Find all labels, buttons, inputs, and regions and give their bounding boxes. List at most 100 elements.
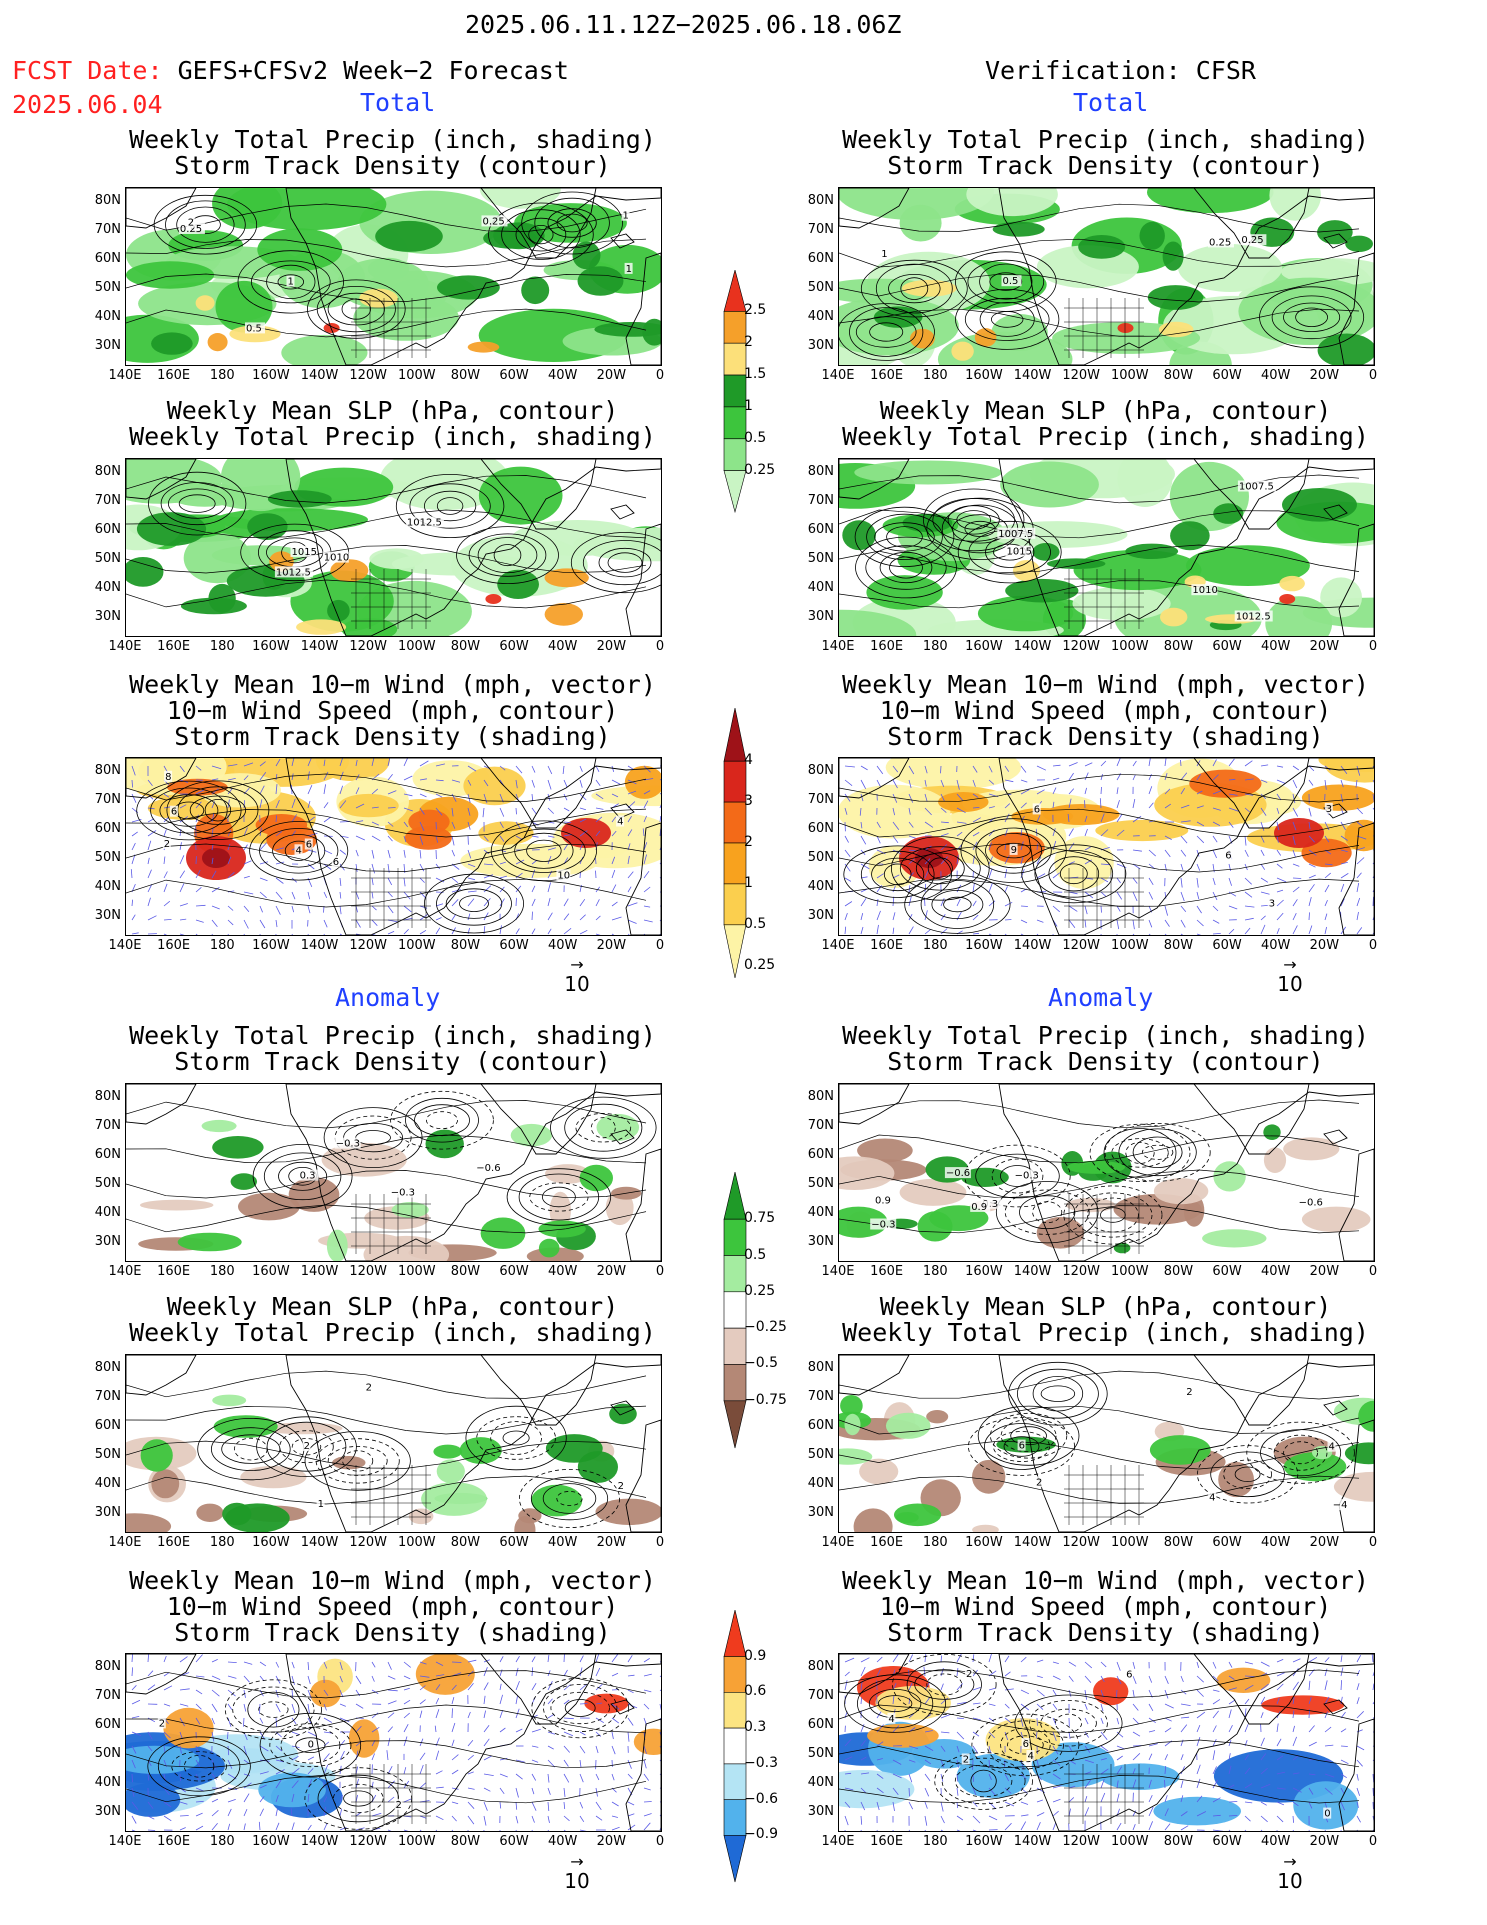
storm_total-colorbar-label: 4 xyxy=(744,752,753,769)
contour-label: −0.6 xyxy=(476,1163,500,1174)
lat-tick-label: 80N xyxy=(94,1659,121,1674)
lon-tick-label: 60W xyxy=(499,1834,529,1849)
obs-wind-total-map: 9 3 6 6 3 xyxy=(838,757,1375,936)
contour-label: 4 xyxy=(888,1714,894,1725)
contour-label: 4 xyxy=(1209,1492,1215,1503)
lon-tick-label: 160E xyxy=(870,368,904,383)
vector-reference-value: 10 xyxy=(1277,1869,1303,1893)
lon-tick-label: 0 xyxy=(1368,938,1378,953)
lon-tick-label: 180 xyxy=(209,938,235,953)
lon-tick-label: 80W xyxy=(1163,1535,1194,1550)
lon-tick-label: 0 xyxy=(655,639,665,654)
obs-wind-total-title: Weekly Mean 10−m Wind (mph, vector) 10−m … xyxy=(778,672,1433,750)
lon-tick-label: 0 xyxy=(655,1264,665,1279)
lon-tick-label: 20W xyxy=(596,1834,627,1849)
contour-label: 4 xyxy=(296,845,302,856)
colorbar-swatch xyxy=(723,470,747,514)
storm_anom-colorbar-label: 0.6 xyxy=(744,1683,767,1700)
lon-tick-label: 20W xyxy=(1309,1535,1340,1550)
lon-tick-label: 120W xyxy=(1062,1535,1100,1550)
lon-tick-label: 120W xyxy=(349,1264,387,1279)
lat-tick-label: 40N xyxy=(807,580,834,595)
obs-slp-total-title-line: Weekly Total Precip (inch, shading) xyxy=(842,422,1369,451)
lat-tick-label: 50N xyxy=(807,1746,834,1761)
lon-tick-label: 140E xyxy=(108,1535,142,1550)
contour-label: 1015 xyxy=(1007,547,1032,558)
obs-slp-anom-title: Weekly Mean SLP (hPa, contour) Weekly Tot… xyxy=(778,1294,1433,1346)
obs-slp-total-map: 1015 1007.5 1010 1007.5 1012.5 xyxy=(838,458,1375,637)
lon-tick-label: 40W xyxy=(548,1535,578,1550)
lon-tick-label: 80W xyxy=(1163,368,1194,383)
section-anomaly-left: Anomaly xyxy=(335,983,441,1012)
lon-tick-label: 140W xyxy=(1013,639,1052,654)
fcst-precip-anom-field: 0.3 −0.3 −0.6 −0.3 xyxy=(126,1084,661,1261)
lon-tick-label: 80W xyxy=(1163,938,1194,953)
contour-label: 6 xyxy=(1126,1670,1132,1681)
lon-tick-label: 120W xyxy=(1062,1834,1100,1849)
lon-tick-label: 140W xyxy=(1013,1535,1052,1550)
fcst-wind-total-title-line: Weekly Mean 10−m Wind (mph, vector) xyxy=(129,670,656,699)
fcst-date: 2025.06.04 xyxy=(12,90,163,119)
contour-label: 1 xyxy=(623,211,629,222)
lon-tick-label: 20W xyxy=(1309,1264,1340,1279)
contour-label: 1007.5 xyxy=(998,529,1033,540)
colorbar-swatch xyxy=(723,311,747,344)
lat-tick-label: 80N xyxy=(94,1089,121,1104)
obs-precip-anom-title: Weekly Total Precip (inch, shading) Storm… xyxy=(778,1023,1433,1075)
lat-tick-label: 70N xyxy=(94,1389,121,1404)
storm_anom-colorbar xyxy=(723,1610,747,1883)
lat-tick-label: 30N xyxy=(807,1804,834,1819)
lat-tick-label: 40N xyxy=(807,1775,834,1790)
lat-tick-label: 50N xyxy=(94,1746,121,1761)
lon-tick-label: 140E xyxy=(821,1535,855,1550)
lon-tick-label: 80W xyxy=(1163,1264,1194,1279)
lon-tick-label: 180 xyxy=(209,368,235,383)
vector-reference: → 10 xyxy=(1270,1854,1310,1894)
contour-label: 0.25 xyxy=(180,224,202,235)
colorbar-swatch xyxy=(723,1172,747,1220)
contour-label: 2 xyxy=(1036,1477,1042,1488)
lon-tick-label: 100W xyxy=(1110,368,1149,383)
lon-tick-label: 120W xyxy=(1062,938,1100,953)
lon-tick-label: 120W xyxy=(1062,1264,1100,1279)
lon-tick-label: 140E xyxy=(108,1264,142,1279)
fcst-precip-total-title-line: Storm Track Density (contour) xyxy=(174,151,611,180)
lat-tick-label: 50N xyxy=(94,551,121,566)
contour-label: 2 xyxy=(396,1800,402,1811)
fcst-precip-total-field: 1 0.5 0.25 0.25 1 2 1 xyxy=(126,188,661,365)
contour-label: 1 xyxy=(318,1499,324,1510)
lat-tick-label: 40N xyxy=(94,879,121,894)
contour-label: 3 xyxy=(1326,804,1332,815)
lat-tick-label: 60N xyxy=(807,1147,834,1162)
storm_total-colorbar xyxy=(723,708,747,979)
storm_total-colorbar-label: 0.25 xyxy=(744,956,776,973)
lon-tick-label: 140W xyxy=(1013,1264,1052,1279)
lat-tick-label: 30N xyxy=(807,1505,834,1520)
lon-tick-label: 180 xyxy=(922,639,948,654)
lon-tick-label: 160E xyxy=(157,1264,191,1279)
colorbar-swatch xyxy=(723,1610,747,1657)
contour-label: 0.5 xyxy=(246,323,262,334)
lat-tick-label: 30N xyxy=(94,338,121,353)
lon-tick-label: 160W xyxy=(252,1535,290,1550)
contour-label: 0.9 xyxy=(875,1196,891,1207)
lon-tick-label: 160E xyxy=(157,1834,191,1849)
precip_total-colorbar-label: 1.5 xyxy=(744,366,767,383)
lon-tick-label: 160E xyxy=(157,639,191,654)
lat-tick-label: 50N xyxy=(94,1176,121,1191)
contour-label: −0.3 xyxy=(391,1188,415,1199)
lon-tick-label: 160E xyxy=(870,938,904,953)
obs-slp-total-title-line: Weekly Mean SLP (hPa, contour) xyxy=(879,396,1332,425)
colorbar-swatch xyxy=(723,1218,747,1256)
colorbar-swatch xyxy=(723,374,747,408)
contour-label: −0.3 xyxy=(336,1139,360,1150)
contour-label: 6 xyxy=(333,857,339,868)
contour-label: 0.25 xyxy=(483,216,505,227)
lon-tick-label: 140W xyxy=(1013,1834,1052,1849)
precip_anom-colorbar-label: −0.5 xyxy=(744,1355,778,1372)
lon-tick-label: 120W xyxy=(349,1535,387,1550)
lon-tick-label: 60W xyxy=(1212,1834,1242,1849)
lat-tick-label: 50N xyxy=(94,280,121,295)
obs-precip-total-title-line: Weekly Total Precip (inch, shading) xyxy=(842,125,1369,154)
vector-reference: → 10 xyxy=(557,1854,597,1894)
